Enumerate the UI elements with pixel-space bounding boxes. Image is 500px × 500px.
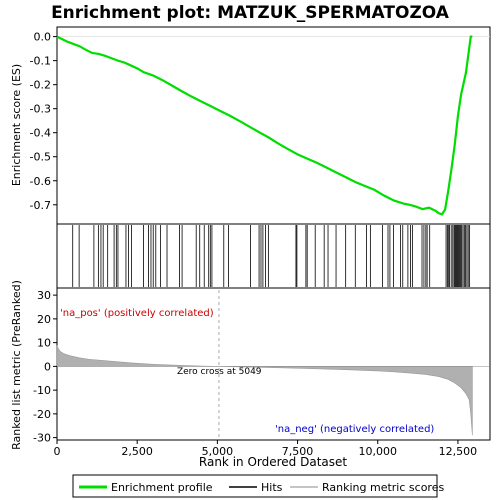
es-y-tick-label: -0.4	[30, 127, 51, 140]
neg-correlated-label: 'na_neg' (negatively correlated)	[275, 424, 434, 435]
es-panel-frame	[56, 26, 491, 225]
es-y-tick-label: 0.0	[34, 31, 52, 44]
metric-y-tick-label: 20	[37, 313, 51, 326]
metric-axis-label: Ranked list metric (PreRanked)	[10, 280, 23, 450]
x-axis: 0 2,500 5,000 7,500 10,000 12,500	[54, 440, 478, 458]
legend-entry-profile: Enrichment profile	[111, 481, 213, 494]
x-axis-label: Rank in Ordered Dataset	[199, 455, 347, 469]
metric-y-tick-label: 10	[37, 337, 51, 350]
x-tick-label: 12,500	[439, 445, 478, 458]
legend-entry-metric: Ranking metric scores	[322, 481, 444, 494]
enrichment-profile-line	[56, 35, 473, 216]
metric-y-axis: 30 20 10 0 -10 -20 -30	[33, 289, 57, 445]
x-tick-label: 7,500	[282, 445, 314, 458]
es-y-tick-label: -0.1	[30, 55, 51, 68]
metric-y-tick-label: 30	[37, 289, 51, 302]
legend-entry-hits: Hits	[261, 481, 283, 494]
metric-y-tick-label: -20	[33, 408, 51, 421]
metric-y-tick-label: -30	[33, 432, 51, 445]
es-y-tick-label: -0.7	[30, 199, 51, 212]
es-y-tick-label: -0.2	[30, 79, 51, 92]
ranking-metric-series	[56, 290, 490, 440]
es-y-tick-label: -0.3	[30, 103, 51, 116]
hits-series	[72, 225, 470, 287]
es-y-tick-label: -0.5	[30, 151, 51, 164]
x-tick-label: 5,000	[202, 445, 234, 458]
zero-cross-label: Zero cross at 5049	[177, 367, 262, 377]
x-tick-label: 10,000	[358, 445, 397, 458]
enrichment-profile-series	[56, 35, 490, 216]
metric-y-tick-label: -10	[33, 384, 51, 397]
pos-correlated-label: 'na_pos' (positively correlated)	[60, 308, 214, 319]
x-tick-label: 0	[54, 445, 61, 458]
ranking-metric-area	[56, 345, 473, 436]
chart-title: Enrichment plot: MATZUK_SPERMATOZOA	[51, 3, 450, 23]
es-y-axis: 0.0 -0.1 -0.2 -0.3 -0.4 -0.5 -0.6 -0.7	[30, 31, 57, 212]
es-y-tick-label: -0.6	[30, 175, 51, 188]
x-tick-label: 2,500	[121, 445, 153, 458]
metric-y-tick-label: 0	[44, 360, 51, 373]
es-axis-label: Enrichment score (ES)	[10, 64, 23, 186]
hits-panel-frame	[56, 223, 491, 289]
legend-box	[72, 474, 438, 498]
